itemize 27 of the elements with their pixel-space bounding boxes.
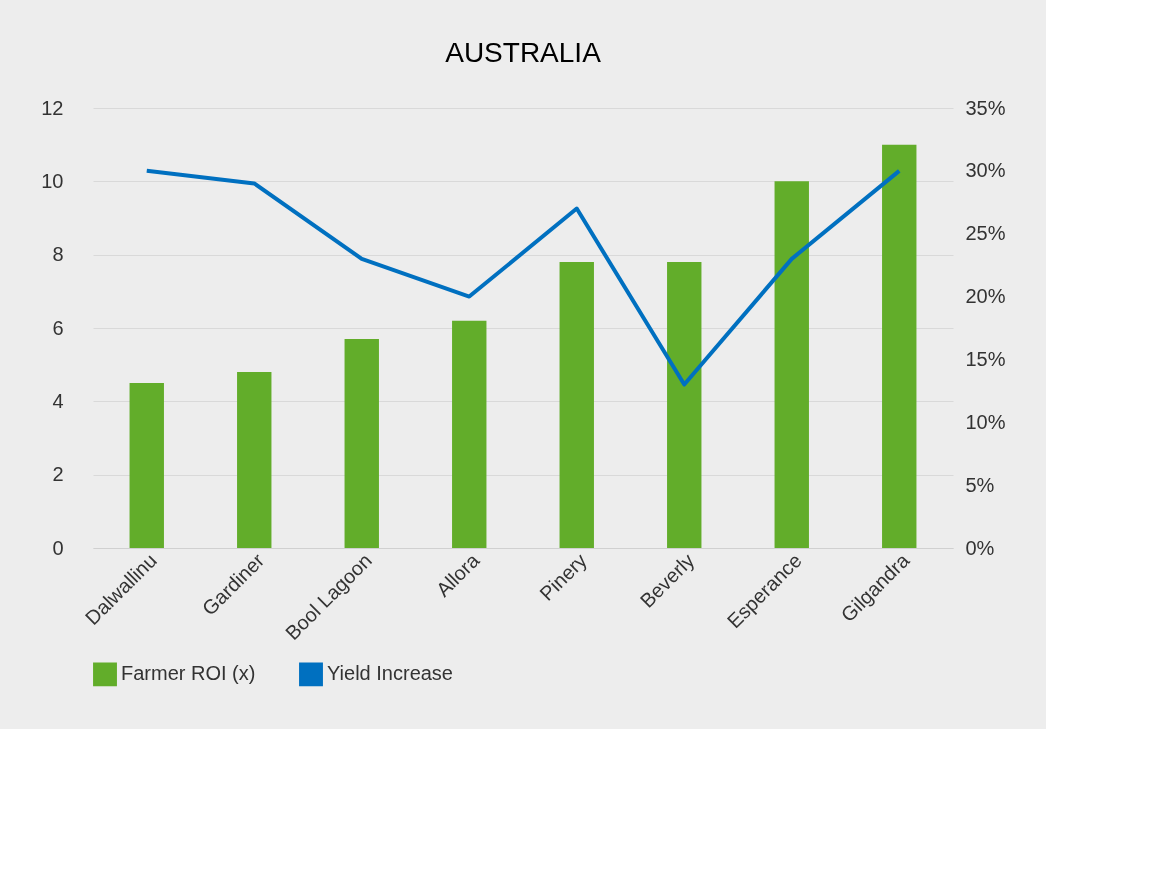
y2-tick-label: 10% (965, 410, 1006, 433)
y2-tick-label: 35% (965, 96, 1006, 119)
y-tick-label: 10 (41, 169, 64, 192)
bar (667, 262, 702, 548)
y-tick-label: 8 (52, 243, 64, 266)
bar (237, 372, 272, 548)
y2-tick-label: 20% (965, 285, 1006, 308)
bar (774, 181, 809, 548)
y-tick-label: 0 (52, 536, 64, 559)
y-tick-label: 2 (52, 463, 64, 486)
y2-tick-label: 5% (965, 473, 995, 496)
y2-tick-label: 30% (965, 159, 1006, 182)
bar (882, 144, 917, 548)
bar (559, 262, 594, 548)
y2-tick-label: 0% (965, 536, 995, 559)
bar (129, 383, 164, 548)
legend-label: Farmer ROI (x) (121, 662, 256, 685)
y-tick-label: 4 (52, 389, 64, 412)
y2-tick-label: 25% (965, 222, 1006, 245)
line-series (144, 168, 902, 387)
bar (344, 339, 379, 548)
chart-title: AUSTRALIA (445, 37, 602, 68)
y-tick-label: 6 (52, 316, 64, 339)
legend-label: Yield Increase (327, 662, 453, 685)
y2-tick-label: 15% (965, 347, 1006, 370)
y-tick-label: 12 (41, 96, 64, 119)
bar (452, 320, 487, 548)
